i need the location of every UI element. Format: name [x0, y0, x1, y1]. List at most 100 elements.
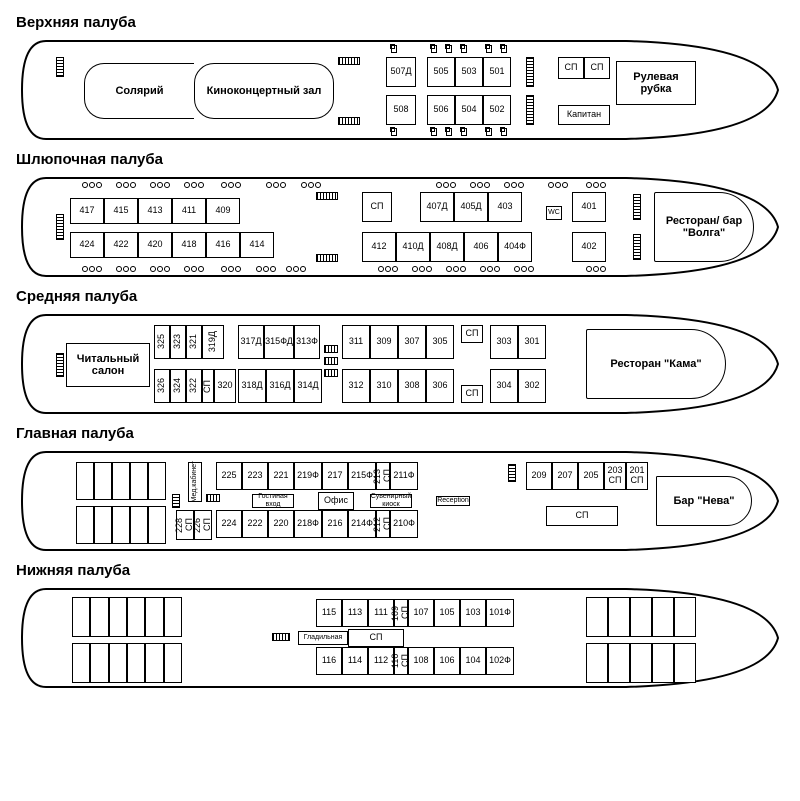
cabin-СП: СП	[584, 57, 610, 79]
cabin-326: 326	[154, 369, 170, 403]
porthole-icon	[184, 182, 204, 188]
deck-title-0: Верхняя палуба	[16, 14, 784, 31]
cabin-СП: СП	[558, 57, 584, 79]
stairs-icon	[633, 194, 641, 220]
deck-2: Читальный салонРесторан "Кама"3253233213…	[16, 309, 784, 419]
cabin-СП: СП	[546, 506, 618, 526]
stairs-icon	[324, 369, 338, 377]
compartment	[586, 597, 608, 637]
cabin-221: 221	[268, 462, 294, 490]
porthole-icon	[586, 182, 606, 188]
compartment	[94, 506, 112, 544]
cabin-222: 222	[242, 510, 268, 538]
cabin-420: 420	[138, 232, 172, 258]
chair-icon	[431, 45, 437, 53]
compartment	[76, 506, 94, 544]
cabin-218Ф: 218Ф	[294, 510, 322, 538]
chair-icon	[431, 128, 437, 136]
compartment	[630, 597, 652, 637]
area-Солярий: Солярий	[84, 63, 194, 119]
compartment	[652, 597, 674, 637]
cabin-311: 311	[342, 325, 370, 359]
cabin-115: 115	[316, 599, 342, 627]
compartment	[674, 597, 696, 637]
cabin-Гостиная вход: Гостиная вход	[252, 494, 294, 508]
cabin-422: 422	[104, 232, 138, 258]
stairs-icon	[56, 353, 64, 377]
compartment	[127, 643, 145, 683]
cabin-411: 411	[172, 198, 206, 224]
compartment	[148, 462, 166, 500]
cabin-412: 412	[362, 232, 396, 262]
cabin-302: 302	[518, 369, 546, 403]
cabin-414: 414	[240, 232, 274, 258]
area-Киноконцертный зал: Киноконцертный зал	[194, 63, 334, 119]
cabin-315ФД: 315ФД	[264, 325, 294, 359]
cabin-Мед.кабинет: Мед.кабинет	[188, 462, 202, 502]
stairs-icon	[338, 117, 360, 125]
cabin-Reception: Reception	[436, 496, 470, 506]
cabin-505: 505	[427, 57, 455, 87]
cabin-Офис: Офис	[318, 492, 354, 510]
cabin-408Д: 408Д	[430, 232, 464, 262]
compartment	[145, 597, 163, 637]
cabin-101Ф: 101Ф	[486, 599, 514, 627]
chair-icon	[461, 128, 467, 136]
area-Рулевая рубка: Рулевая рубка	[616, 61, 696, 105]
cabin-318Д: 318Д	[238, 369, 266, 403]
cabin-401: 401	[572, 192, 606, 222]
compartment	[109, 643, 127, 683]
cabin-308: 308	[398, 369, 426, 403]
porthole-icon	[514, 266, 534, 272]
stairs-icon	[324, 357, 338, 365]
chair-icon	[501, 45, 507, 53]
cabin-309: 309	[370, 325, 398, 359]
cabin-109 СП: 109 СП	[394, 599, 408, 627]
porthole-icon	[436, 182, 456, 188]
cabin-102Ф: 102Ф	[486, 647, 514, 675]
cabin-409: 409	[206, 198, 240, 224]
porthole-icon	[504, 182, 524, 188]
porthole-icon	[82, 266, 102, 272]
cabin-405Д: 405Д	[454, 192, 488, 222]
compartment	[674, 643, 696, 683]
compartment	[145, 643, 163, 683]
cabin-320: 320	[214, 369, 236, 403]
cabin-415: 415	[104, 198, 138, 224]
cabin-402: 402	[572, 232, 606, 262]
porthole-icon	[116, 182, 136, 188]
cabin-410Д: 410Д	[396, 232, 430, 262]
porthole-icon	[116, 266, 136, 272]
cabin-СП: СП	[461, 385, 483, 403]
chair-icon	[461, 45, 467, 53]
compartment	[72, 597, 90, 637]
porthole-icon	[548, 182, 568, 188]
deck-3: Бар "Нева"225223221219Ф217215Ф213 СП211Ф…	[16, 446, 784, 556]
cabin-210Ф: 210Ф	[390, 510, 418, 538]
cabin-113: 113	[342, 599, 368, 627]
deck-0: СолярийКиноконцертный зал Рулевая рубка 50…	[16, 35, 784, 145]
compartment	[608, 597, 630, 637]
stairs-icon	[272, 633, 290, 641]
cabin-207: 207	[552, 462, 578, 490]
cabin-501: 501	[483, 57, 511, 87]
stairs-icon	[526, 57, 534, 87]
cabin-211Ф: 211Ф	[390, 462, 418, 490]
porthole-icon	[256, 266, 276, 272]
porthole-icon	[412, 266, 432, 272]
cabin-СП: СП	[348, 629, 404, 647]
porthole-icon	[446, 266, 466, 272]
cabin-213 СП: 213 СП	[376, 462, 390, 490]
deck-title-3: Главная палуба	[16, 425, 784, 442]
cabin-503: 503	[455, 57, 483, 87]
chair-icon	[391, 45, 397, 53]
cabin-313Ф: 313Ф	[294, 325, 320, 359]
area-Ресторан/ бар: Ресторан/ бар "Волга"	[654, 192, 754, 262]
porthole-icon	[378, 266, 398, 272]
cabin-106: 106	[434, 647, 460, 675]
cabin-226 СП: 226 СП	[194, 510, 212, 540]
porthole-icon	[184, 266, 204, 272]
cabin-205: 205	[578, 462, 604, 490]
cabin-209: 209	[526, 462, 552, 490]
cabin-220: 220	[268, 510, 294, 538]
